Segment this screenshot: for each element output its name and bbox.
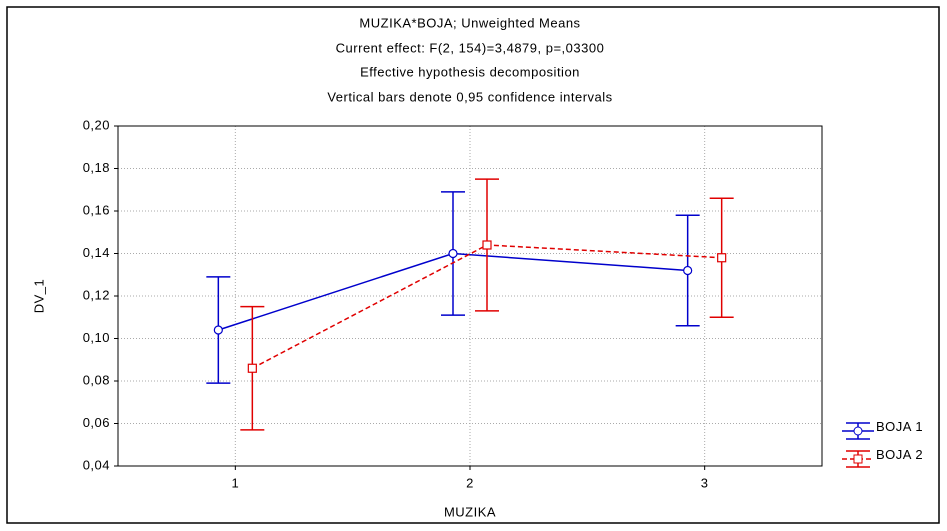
y-tick-label: 0,18	[83, 160, 110, 175]
y-tick-label: 0,20	[83, 117, 110, 132]
legend-item: BOJA 2	[840, 448, 945, 470]
y-tick-label: 0,08	[83, 372, 110, 387]
y-tick-label: 0,12	[83, 287, 110, 302]
legend-label: BOJA 1	[876, 419, 924, 434]
marker	[448, 248, 458, 259]
marker	[213, 325, 223, 335]
marker	[683, 265, 693, 276]
frame	[6, 6, 940, 524]
legend-item: BOJA 1	[840, 420, 945, 442]
y-tick-label: 0,14	[83, 245, 110, 260]
marker	[247, 363, 257, 373]
x-tick-label: 3	[701, 475, 709, 490]
legend-label: BOJA 2	[876, 447, 924, 462]
chart-subtitle: Effective hypothesis decomposition	[360, 64, 580, 79]
y-axis-label: DV_1	[31, 279, 46, 314]
legend-swatch	[842, 450, 874, 468]
legend-swatch	[842, 422, 874, 440]
plot-area	[117, 125, 823, 467]
chart-subtitle: Current effect: F(2, 154)=3,4879, p=,033…	[336, 40, 605, 55]
marker	[482, 240, 492, 250]
x-tick-label: 1	[231, 475, 239, 490]
marker	[717, 253, 727, 263]
y-tick-label: 0,06	[83, 415, 110, 430]
chart-subtitle: Vertical bars denote 0,95 confidence int…	[327, 89, 612, 104]
y-tick-label: 0,10	[83, 330, 110, 345]
y-tick-label: 0,04	[83, 457, 110, 472]
y-tick-label: 0,16	[83, 202, 110, 217]
legend: BOJA 1 BOJA 2	[840, 420, 945, 476]
x-tick-label: 2	[466, 475, 474, 490]
chart-title: MUZIKA*BOJA; Unweighted Means	[359, 15, 580, 30]
x-axis-label: MUZIKA	[444, 504, 496, 519]
